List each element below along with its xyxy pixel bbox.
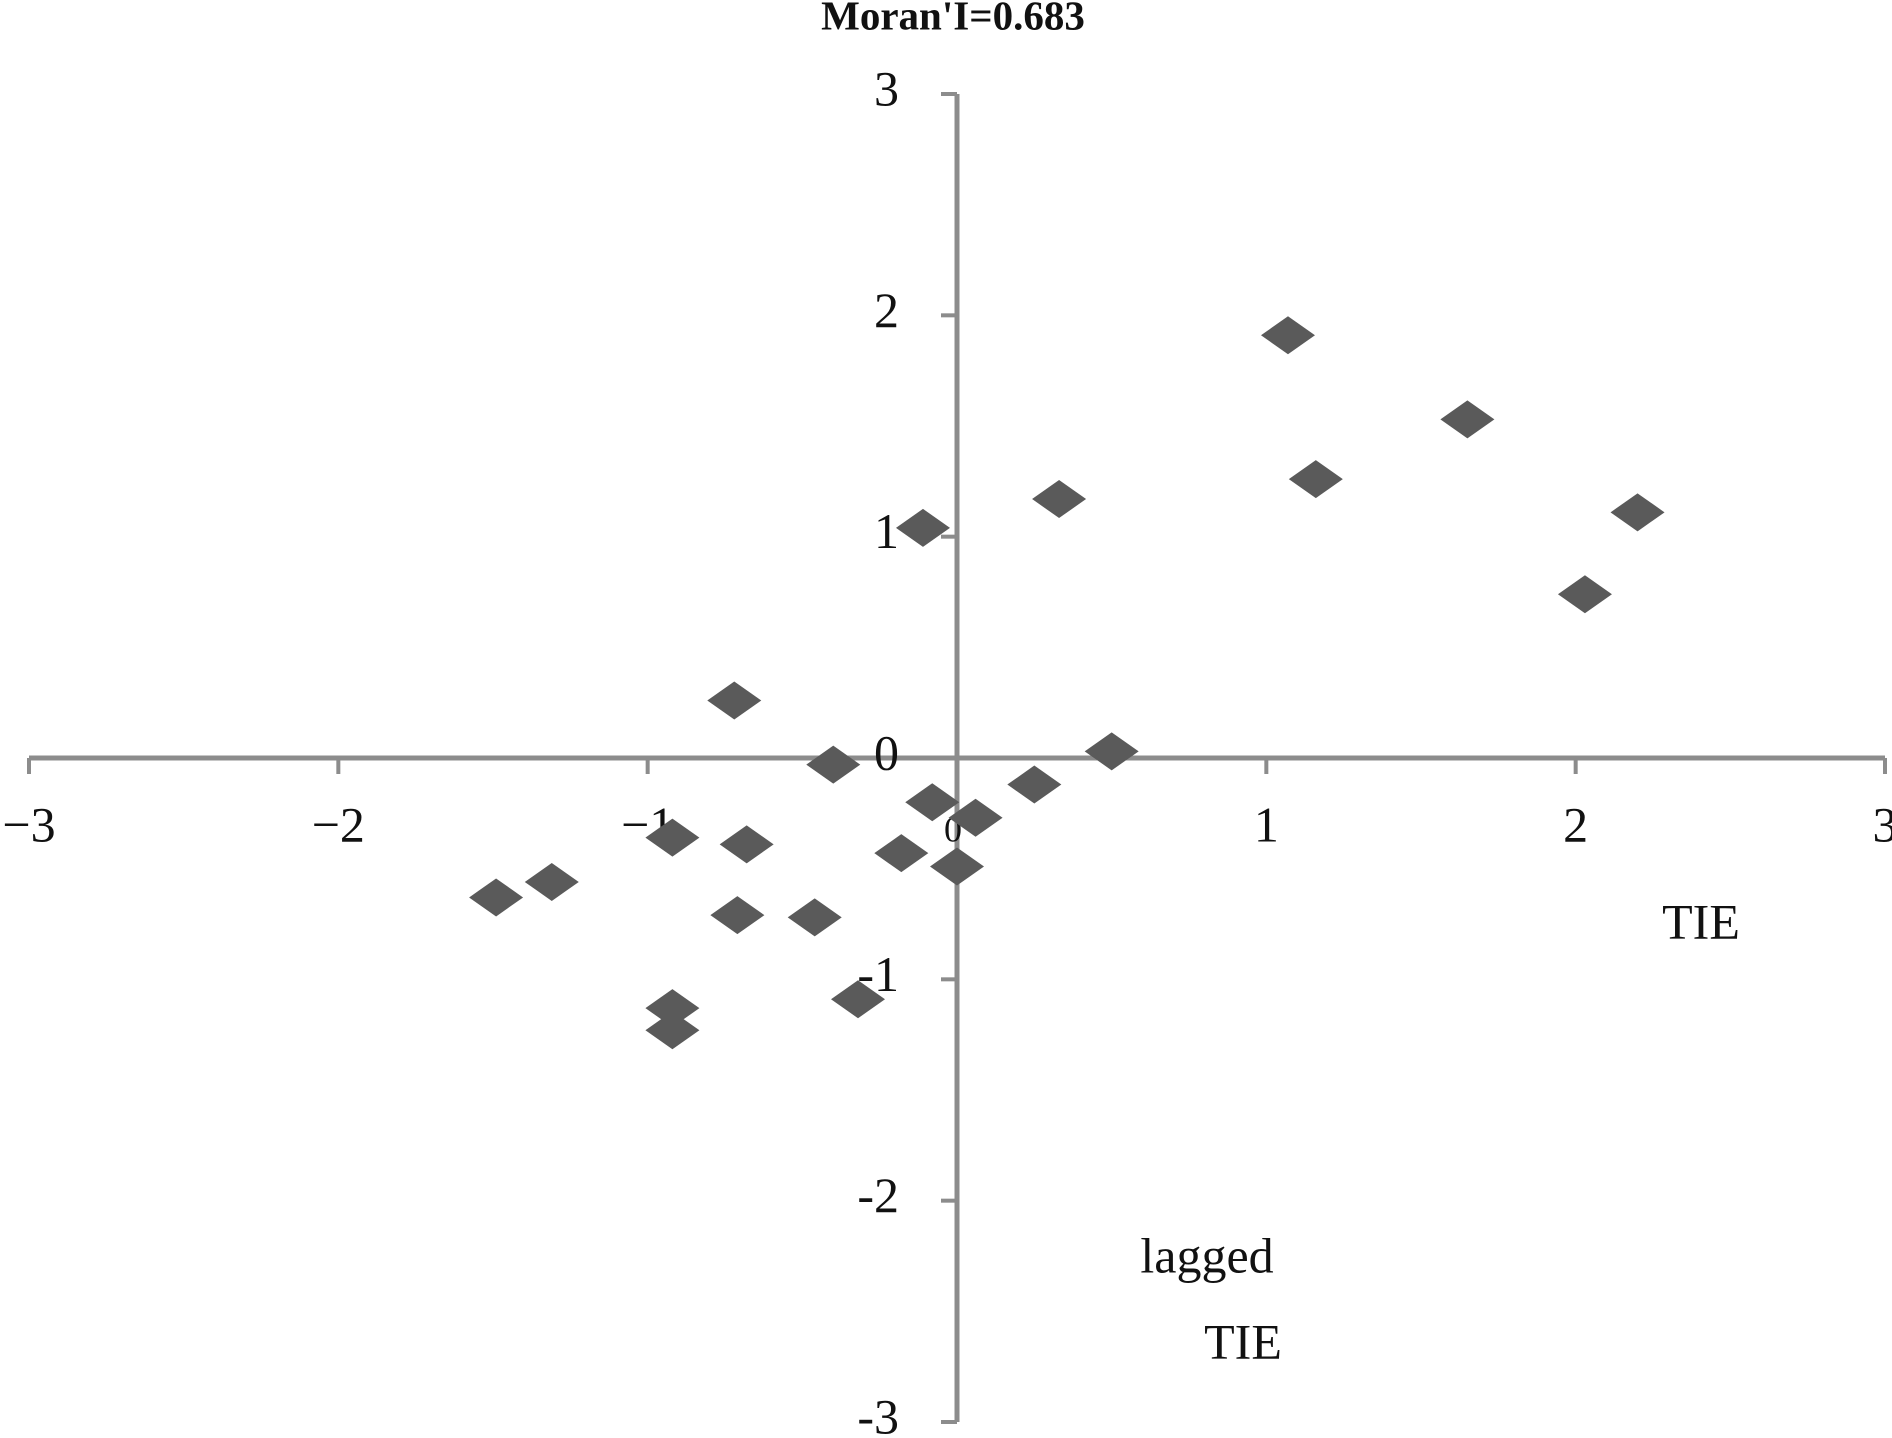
x-tick-label: 2 bbox=[1563, 796, 1588, 852]
data-point bbox=[948, 798, 1003, 837]
data-point bbox=[707, 681, 762, 720]
y-axis-label: TIE bbox=[1204, 1313, 1282, 1369]
data-point bbox=[831, 980, 886, 1019]
data-point bbox=[1032, 480, 1087, 519]
x-axis-label: TIE bbox=[1662, 893, 1740, 949]
data-point bbox=[905, 783, 960, 822]
y-tick-label: 2 bbox=[874, 282, 899, 338]
data-point bbox=[1288, 460, 1343, 499]
data-point bbox=[874, 834, 929, 873]
data-point bbox=[1084, 732, 1139, 771]
data-point bbox=[1557, 575, 1612, 614]
y-tick-label: 0 bbox=[874, 724, 899, 780]
data-point bbox=[930, 847, 984, 886]
data-point bbox=[524, 862, 579, 901]
x-tick-label: −2 bbox=[312, 796, 365, 852]
data-point bbox=[710, 896, 765, 935]
x-tick-label: −3 bbox=[2, 796, 55, 852]
y-tick-label: -2 bbox=[857, 1167, 899, 1223]
y-tick-label: -3 bbox=[857, 1388, 899, 1438]
data-point bbox=[645, 818, 700, 857]
data-point bbox=[1610, 493, 1665, 532]
x-tick-label: 3 bbox=[1873, 796, 1892, 852]
data-point bbox=[645, 1011, 700, 1050]
chart-title: Moran'I=0.683 bbox=[821, 0, 1085, 38]
y-tick-label: 3 bbox=[874, 60, 899, 116]
data-point bbox=[645, 989, 700, 1028]
data-point bbox=[719, 825, 774, 864]
x-tick-label: 1 bbox=[1254, 796, 1279, 852]
y-tick-label: 1 bbox=[874, 503, 899, 559]
data-point bbox=[895, 508, 950, 547]
y-axis-label: lagged bbox=[1140, 1227, 1273, 1283]
data-point bbox=[787, 898, 842, 937]
data-point bbox=[469, 878, 524, 917]
data-point bbox=[1007, 765, 1062, 804]
data-point bbox=[1440, 400, 1495, 439]
data-point bbox=[806, 745, 861, 784]
data-point bbox=[1260, 316, 1315, 355]
